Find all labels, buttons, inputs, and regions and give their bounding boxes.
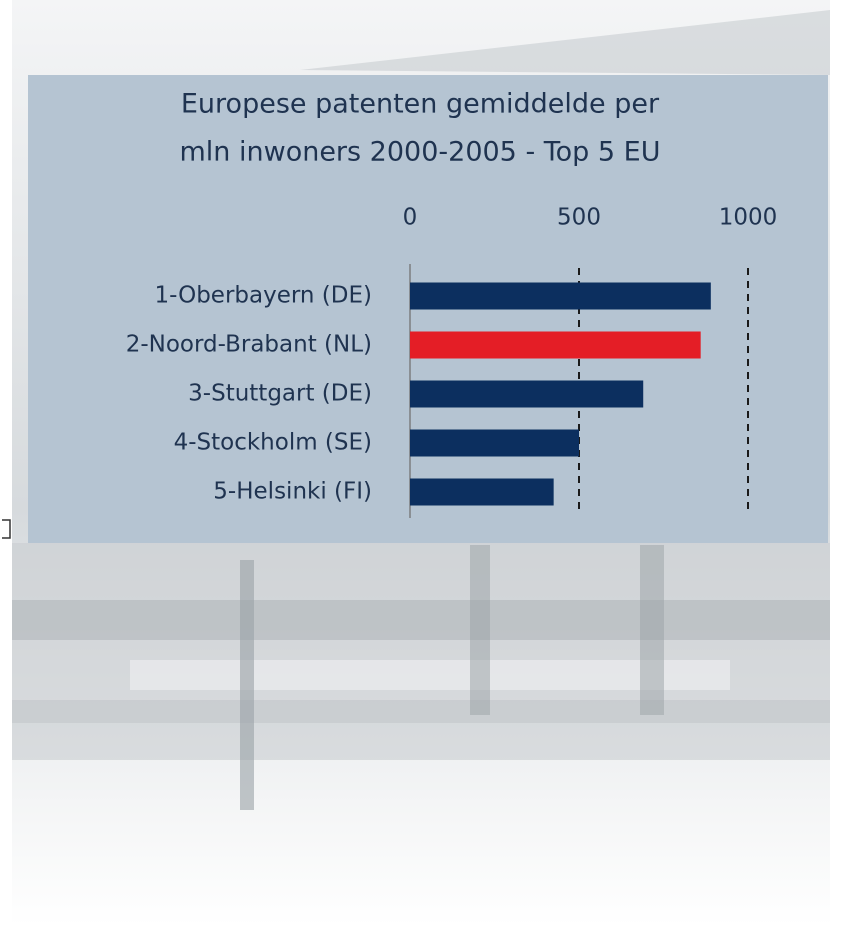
x-tick-label: 500 [557,205,601,231]
y-tick-label: 3-Stuttgart (DE) [188,381,372,407]
y-tick-label: 1-Oberbayern (DE) [155,283,372,309]
bar [410,282,711,310]
y-tick-label: 2-Noord-Brabant (NL) [126,332,372,358]
bar [410,429,579,457]
y-tick-label: 5-Helsinki (FI) [213,479,372,505]
x-tick-label: 0 [403,205,418,231]
bar [410,331,701,359]
chart-title: mln inwoners 2000-2005 - Top 5 EU [180,137,661,168]
chart-title: Europese patenten gemiddelde per [181,89,660,120]
bar [410,380,644,408]
bar [410,478,554,506]
y-tick-label: 4-Stockholm (SE) [174,430,372,456]
x-tick-label: 1000 [719,205,778,231]
